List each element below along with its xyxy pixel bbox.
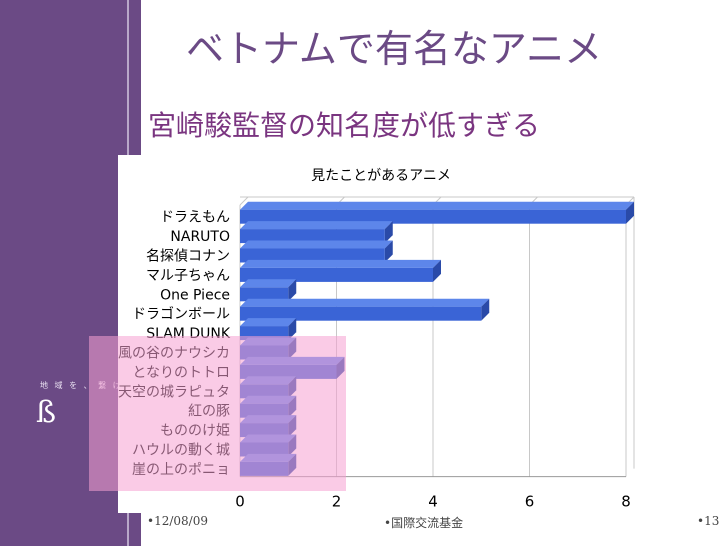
category-label: ドラえもん [160, 210, 230, 226]
bar [240, 229, 385, 244]
slide-subtitle: 宮崎駿監督の知名度が低すぎる [148, 109, 541, 142]
category-label: ドラゴンボール [132, 306, 230, 323]
bar-top-face [240, 221, 393, 230]
bar-top-face [240, 240, 393, 249]
tick-label: 4 [428, 493, 438, 511]
bar-top-face [240, 259, 441, 268]
bar-top-face [240, 318, 297, 327]
bar [240, 267, 433, 282]
ornament-icon: ß [36, 395, 57, 430]
grid-line-depth [239, 196, 249, 206]
bar-top-face [240, 279, 297, 288]
footer-organization: •国際交流基金 [384, 516, 464, 530]
tick-label: 2 [332, 493, 342, 511]
bar [240, 306, 482, 321]
bar-side-face [433, 259, 441, 282]
bar-top-face [240, 201, 634, 210]
tick-label: 0 [235, 493, 245, 511]
tick-label: 6 [525, 493, 535, 511]
bar [240, 209, 626, 224]
bar-side-face [481, 298, 490, 321]
bar-side-face [288, 279, 297, 302]
category-label: 名探偵コナン [146, 249, 230, 265]
chart-title: 見たことがあるアニメ [311, 168, 451, 184]
footer-page-number: •13 [697, 514, 720, 528]
bar-top-face [240, 298, 490, 307]
bar-side-face [384, 221, 393, 244]
slide-title: ベトナムで有名なアニメ [186, 27, 603, 71]
highlight-overlay [89, 336, 346, 491]
bar [240, 248, 385, 263]
bar-side-face [626, 201, 634, 224]
category-label: NARUTO [170, 229, 230, 245]
tick-label: 8 [621, 493, 631, 511]
category-label: マル子ちゃん [146, 268, 230, 284]
footer-date: •12/08/09 [147, 514, 208, 528]
category-label: One Piece [160, 287, 230, 303]
bar [240, 287, 289, 302]
tick-labels: 0 2 4 6 8 [235, 493, 631, 511]
bar-side-face [288, 318, 297, 341]
bar-side-face [384, 240, 393, 263]
